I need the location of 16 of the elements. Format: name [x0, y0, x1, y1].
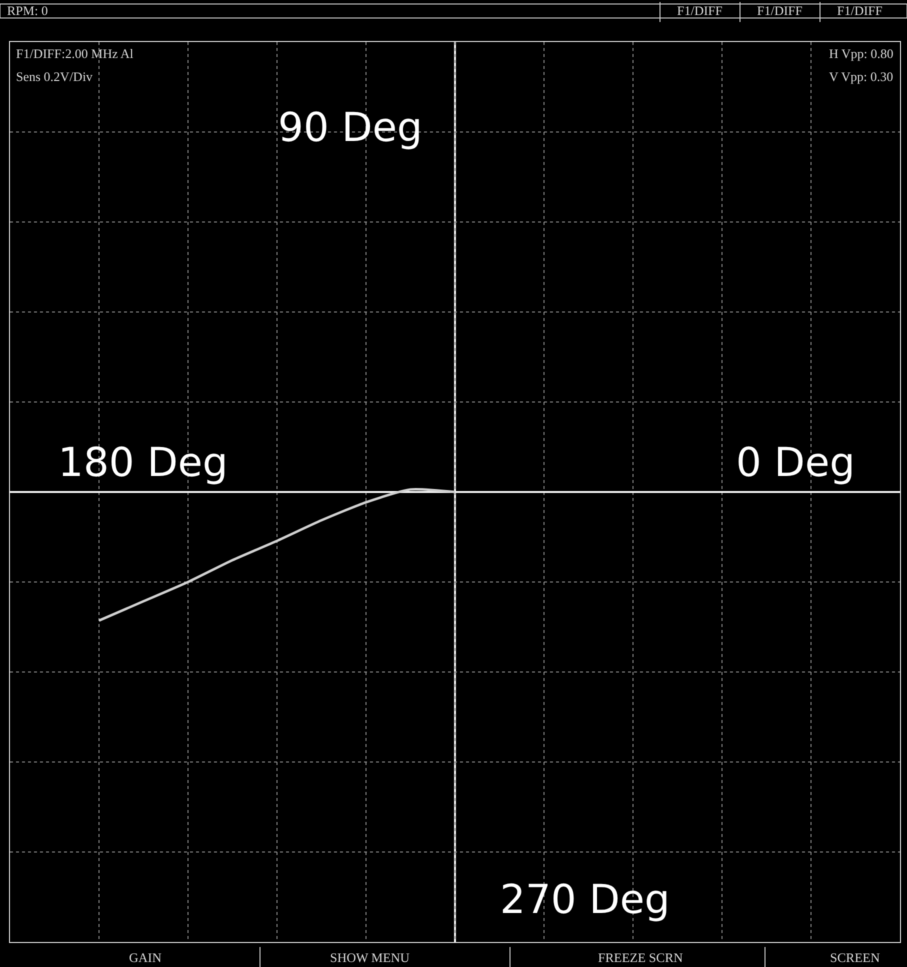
text: FREEZE SCRN [598, 950, 684, 965]
text: F1/DIFF [757, 3, 803, 18]
text: H Vpp: 0.80 [829, 46, 894, 61]
text: F1/DIFF:2.00 MHz Al [16, 46, 134, 61]
text: Sens 0.2V/Div [16, 69, 94, 84]
text: GAIN [129, 950, 162, 965]
text: 90 Deg [278, 105, 422, 151]
text: F1/DIFF [837, 3, 883, 18]
text: SHOW MENU [330, 950, 410, 965]
text: F1/DIFF [677, 3, 723, 18]
text: 180 Deg [58, 440, 228, 486]
text: 0 Deg [736, 440, 855, 486]
text: SCREEN [830, 950, 880, 965]
text: V Vpp: 0.30 [829, 69, 894, 84]
text: RPM: 0 [7, 3, 48, 18]
text: 270 Deg [500, 877, 670, 923]
